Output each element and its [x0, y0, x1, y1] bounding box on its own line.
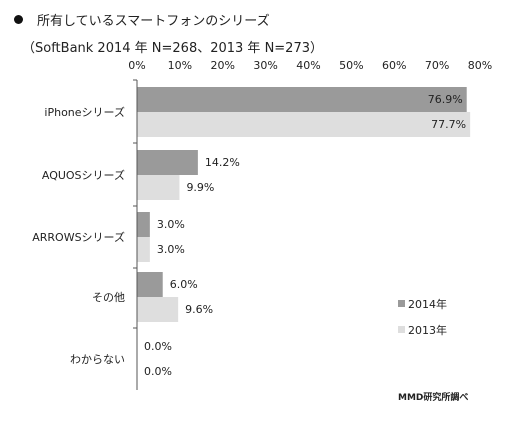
bar	[137, 297, 179, 322]
x-tick-label: 40%	[296, 59, 320, 72]
chart-subtitle: （SoftBank 2014 年 N=268、2013 年 N=273）	[22, 41, 323, 56]
data-label: 9.6%	[185, 303, 213, 316]
bar	[137, 175, 180, 200]
data-label: 9.9%	[186, 181, 214, 194]
data-label: 3.0%	[157, 243, 185, 256]
category-label: わからない	[70, 353, 125, 366]
data-label: 6.0%	[170, 278, 198, 291]
x-tick-label: 10%	[168, 59, 192, 72]
x-tick-label: 0%	[128, 59, 145, 72]
bar	[137, 87, 467, 112]
chart-title: 所有しているスマートフォンのシリーズ	[37, 14, 270, 29]
legend-swatch	[398, 326, 405, 333]
source-credit: MMD研究所調べ	[398, 393, 469, 403]
data-label: 14.2%	[205, 156, 240, 169]
bar	[137, 112, 471, 137]
category-label: iPhoneシリーズ	[44, 105, 125, 119]
legend-label: 2014年	[408, 297, 447, 311]
data-label: 0.0%	[144, 365, 172, 378]
x-tick-label: 60%	[382, 59, 406, 72]
bar	[137, 237, 150, 262]
x-tick-label: 20%	[211, 59, 235, 72]
bar	[137, 212, 150, 237]
x-tick-label: 70%	[425, 59, 449, 72]
category-label: AQUOSシリーズ	[42, 168, 125, 182]
category-label: その他	[92, 291, 125, 304]
bar	[137, 272, 163, 297]
legend-swatch	[398, 300, 405, 307]
bullet-icon	[14, 15, 23, 24]
data-label: 76.9%	[428, 93, 463, 106]
x-tick-label: 50%	[339, 59, 363, 72]
bar	[137, 150, 198, 175]
x-tick-label: 80%	[468, 59, 492, 72]
legend-label: 2013年	[408, 323, 447, 337]
x-tick-label: 30%	[253, 59, 277, 72]
category-label: ARROWSシリーズ	[32, 230, 125, 244]
data-label: 0.0%	[144, 340, 172, 353]
data-label: 77.7%	[431, 118, 466, 131]
data-label: 3.0%	[157, 218, 185, 231]
chart-title-line: 所有しているスマートフォンのシリーズ	[14, 10, 270, 29]
